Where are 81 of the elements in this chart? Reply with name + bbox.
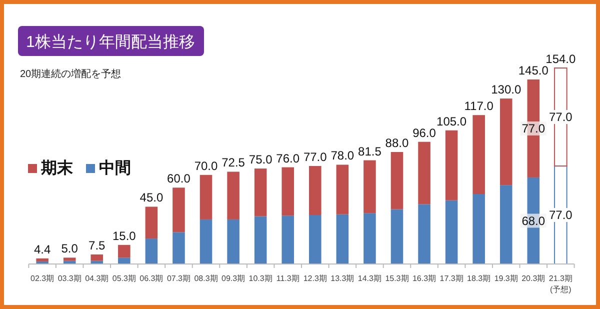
bar <box>282 167 294 216</box>
bar <box>118 244 130 258</box>
bar <box>118 258 130 264</box>
bar <box>90 254 104 261</box>
x-tick-label: 09.3期 <box>222 274 246 283</box>
bar <box>227 172 240 220</box>
total-label: 70.0 <box>194 158 218 173</box>
total-label: 77.0 <box>303 150 328 164</box>
total-label: 60.0 <box>167 172 191 186</box>
x-tick-label: 06.3期 <box>140 274 164 283</box>
x-tick-label: 05.3期 <box>112 274 136 283</box>
bar <box>200 219 212 264</box>
bar <box>200 174 212 220</box>
total-label: 4.4 <box>34 242 51 256</box>
data-label: 77.0 <box>548 110 573 124</box>
bar <box>336 164 349 214</box>
total-label: 117.0 <box>464 99 494 114</box>
total-label: 76.0 <box>276 151 300 166</box>
bar <box>364 213 376 264</box>
bar <box>390 152 404 210</box>
bar <box>36 258 48 262</box>
total-label: 5.0 <box>61 242 78 256</box>
total-label: 145.0 <box>518 63 549 78</box>
x-tick-label: 04.3期 <box>85 274 109 283</box>
x-tick-label: 20.3期 <box>522 274 546 283</box>
total-label: 7.5 <box>88 238 106 252</box>
x-tick-label: 18.3期 <box>467 274 491 283</box>
total-label: 81.5 <box>358 144 382 158</box>
x-tick-label: 02.3期 <box>30 274 54 283</box>
x-tick-label: 10.3期 <box>248 274 272 283</box>
total-label: 78.0 <box>330 148 354 163</box>
bar <box>500 185 512 264</box>
total-label: 45.0 <box>140 190 164 205</box>
total-label: 15.0 <box>112 228 136 243</box>
bar <box>390 209 404 264</box>
bar <box>418 142 430 204</box>
bar <box>145 206 158 239</box>
total-label: 105.0 <box>436 114 467 128</box>
legend-label: 中間 <box>99 159 131 177</box>
x-tick-label: 08.3期 <box>194 274 218 283</box>
x-tick-label: 21.3期 (予想) <box>548 274 572 294</box>
bar <box>227 219 240 264</box>
bar <box>254 168 267 216</box>
bar <box>282 216 294 264</box>
data-label: 68.0 <box>522 214 546 228</box>
data-label: 77.0 <box>548 208 573 222</box>
bar <box>309 215 322 264</box>
bar <box>309 166 322 215</box>
x-tick-label: 13.3期 <box>330 274 354 283</box>
bar <box>145 238 158 264</box>
legend-label: 期末 <box>40 159 74 177</box>
x-tick-label: 16.3期 <box>412 274 436 283</box>
total-label: 130.0 <box>491 82 522 97</box>
bar <box>472 194 485 264</box>
data-label: 77.0 <box>522 122 546 136</box>
x-tick-label: 17.3期 <box>440 274 464 283</box>
x-tick-label: 14.3期 <box>358 274 382 283</box>
total-label: 75.0 <box>248 152 273 167</box>
bar <box>172 188 185 232</box>
x-tick-label: 15.3期 <box>385 274 409 283</box>
total-label: 88.0 <box>385 136 409 150</box>
bar <box>445 130 458 200</box>
x-tick-label: 07.3期 <box>166 274 191 283</box>
bar <box>418 204 430 264</box>
bar <box>500 98 512 186</box>
x-tick-label: 03.3期 <box>58 274 82 283</box>
total-label: 72.5 <box>222 156 246 170</box>
x-tick-label: 19.3期 <box>494 274 518 283</box>
x-tick-label: 12.3期 <box>303 274 327 283</box>
chart-title: 1株当たり年間配当推移 <box>26 33 195 51</box>
total-label: 96.0 <box>412 126 436 140</box>
total-label: 154.0 <box>546 52 576 66</box>
x-tick-label: 11.3期 <box>276 274 300 283</box>
bar <box>364 160 376 214</box>
bar <box>336 214 349 264</box>
bar <box>254 216 267 264</box>
chart-subtitle: 20期連続の増配を予想 <box>20 68 122 80</box>
bar <box>172 232 185 264</box>
bar <box>472 115 485 194</box>
bar <box>445 200 458 264</box>
bar <box>63 258 76 261</box>
